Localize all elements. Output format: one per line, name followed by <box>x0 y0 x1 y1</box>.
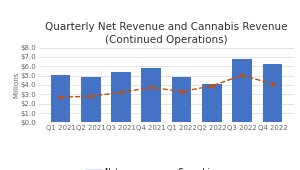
Y-axis label: Millions: Millions <box>13 72 19 98</box>
Title: Quarterly Net Revenue and Cannabis Revenue
(Continued Operations): Quarterly Net Revenue and Cannabis Reven… <box>45 22 288 45</box>
Bar <box>81 76 100 122</box>
Bar <box>172 76 191 122</box>
Bar <box>111 72 131 122</box>
Bar <box>202 84 222 122</box>
Bar <box>263 64 282 122</box>
Bar <box>232 59 252 122</box>
Bar <box>142 68 161 122</box>
Bar <box>51 75 70 122</box>
Legend: Net revenue, Cannabis revenue: Net revenue, Cannabis revenue <box>82 165 251 170</box>
